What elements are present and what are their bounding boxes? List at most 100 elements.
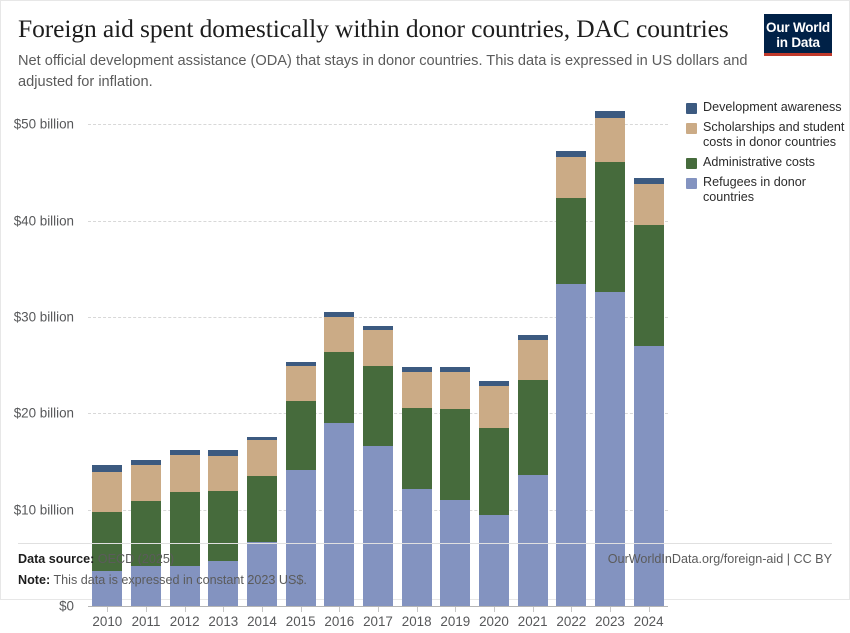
x-axis-tick-label: 2013 — [208, 614, 239, 629]
chart-legend: Development awareness Scholarships and st… — [686, 100, 846, 210]
bar-2019[interactable] — [440, 367, 471, 606]
bar-segment[interactable] — [440, 500, 471, 606]
bar-segment[interactable] — [285, 400, 316, 471]
bar-segment[interactable] — [479, 386, 509, 428]
bar-segment[interactable] — [208, 449, 239, 456]
bar-2024[interactable] — [633, 178, 664, 606]
bar-segment[interactable] — [169, 454, 200, 493]
bar-segment[interactable] — [517, 335, 548, 341]
bar-segment[interactable] — [131, 565, 161, 606]
bar-2018[interactable] — [401, 367, 432, 606]
bar-segment[interactable] — [131, 459, 161, 466]
x-axis-tick-label: 2012 — [169, 614, 200, 629]
bar-segment[interactable] — [208, 455, 239, 492]
bar-segment[interactable] — [285, 470, 316, 606]
bar-segment[interactable] — [247, 440, 277, 476]
legend-item[interactable]: Administrative costs — [686, 155, 846, 170]
x-axis-tick-label: 2021 — [517, 614, 548, 629]
x-axis-tick-label: 2024 — [633, 614, 664, 629]
legend-item[interactable]: Scholarships and student costs in donor … — [686, 120, 846, 150]
bar-segment[interactable] — [92, 511, 123, 572]
bar-segment[interactable] — [440, 408, 471, 501]
bar-2011[interactable] — [131, 459, 161, 606]
bar-segment[interactable] — [247, 542, 277, 606]
bar-segment[interactable] — [131, 465, 161, 501]
bar-segment[interactable] — [479, 515, 509, 606]
x-axis-labels: 2010 2011 2012 2013 2014 2015 2016 2017 2018 2019… — [88, 607, 668, 633]
bar-2021[interactable] — [517, 335, 548, 606]
bar-segment[interactable] — [595, 117, 625, 162]
legend-item[interactable]: Refugees in donor countries — [686, 175, 846, 205]
x-axis-tickmark — [571, 607, 573, 612]
bar-segment[interactable] — [324, 312, 355, 317]
bar-segment[interactable] — [556, 157, 587, 198]
x-axis-tickmark — [455, 607, 457, 612]
bar-segment[interactable] — [247, 475, 277, 543]
bar-segment[interactable] — [633, 345, 664, 606]
bar-segment[interactable] — [595, 161, 625, 292]
x-axis-tickmark — [146, 607, 147, 612]
bar-segment[interactable] — [285, 366, 316, 401]
bar-segment[interactable] — [169, 492, 200, 566]
bar-segment[interactable] — [556, 151, 587, 158]
bar-series — [88, 105, 668, 606]
x-axis-tick-label: 2022 — [556, 614, 587, 629]
bar-segment[interactable] — [633, 178, 664, 185]
bar-segment[interactable] — [169, 565, 200, 606]
bar-segment[interactable] — [595, 291, 625, 606]
bar-segment[interactable] — [247, 437, 277, 441]
bar-segment[interactable] — [401, 489, 432, 606]
bar-2012[interactable] — [169, 449, 200, 606]
x-axis-tick-label: 2010 — [92, 614, 123, 629]
bar-2013[interactable] — [208, 449, 239, 606]
bar-segment[interactable] — [479, 380, 509, 387]
bar-segment[interactable] — [556, 197, 587, 285]
bar-segment[interactable] — [401, 407, 432, 490]
bar-segment[interactable] — [595, 110, 625, 118]
bar-segment[interactable] — [479, 427, 509, 516]
bar-segment[interactable] — [401, 367, 432, 372]
x-axis-tick-label: 2020 — [479, 614, 509, 629]
owid-logo[interactable]: Our World in Data — [764, 14, 832, 56]
bar-segment[interactable] — [92, 465, 123, 473]
bar-segment[interactable] — [324, 316, 355, 352]
bar-segment[interactable] — [363, 325, 393, 331]
bar-segment[interactable] — [363, 446, 393, 606]
chart-note-label: Note: — [18, 573, 51, 587]
bar-segment[interactable] — [208, 560, 239, 606]
bar-segment[interactable] — [440, 371, 471, 409]
bar-segment[interactable] — [517, 474, 548, 606]
bar-segment[interactable] — [363, 330, 393, 367]
bar-segment[interactable] — [92, 472, 123, 512]
attribution-link[interactable]: OurWorldInData.org/foreign-aid | CC BY — [607, 552, 832, 566]
bar-segment[interactable] — [324, 351, 355, 423]
bar-2017[interactable] — [363, 325, 393, 606]
y-axis-tick-label: $0 — [59, 598, 74, 614]
bar-segment[interactable] — [169, 449, 200, 455]
bar-segment[interactable] — [208, 491, 239, 561]
x-axis-tickmark — [648, 607, 650, 612]
bar-segment[interactable] — [633, 225, 664, 346]
legend-item[interactable]: Development awareness — [686, 100, 846, 115]
bar-segment[interactable] — [440, 367, 471, 372]
bar-2015[interactable] — [285, 362, 316, 606]
bar-segment[interactable] — [401, 371, 432, 408]
owid-logo-underline — [764, 53, 832, 56]
bar-segment[interactable] — [633, 184, 664, 226]
bar-segment[interactable] — [131, 501, 161, 566]
bar-segment[interactable] — [556, 284, 587, 606]
x-axis-tick-label: 2014 — [247, 614, 277, 629]
bar-2023[interactable] — [595, 110, 625, 606]
bar-2022[interactable] — [556, 151, 587, 606]
bar-2014[interactable] — [247, 437, 277, 606]
bar-segment[interactable] — [363, 366, 393, 447]
bar-segment[interactable] — [517, 340, 548, 380]
bar-segment[interactable] — [324, 422, 355, 606]
bar-2016[interactable] — [324, 312, 355, 606]
bar-segment[interactable] — [517, 379, 548, 475]
chart-header: Foreign aid spent domestically within do… — [18, 10, 832, 93]
bar-2020[interactable] — [479, 380, 509, 606]
bar-2010[interactable] — [92, 465, 123, 606]
bar-segment[interactable] — [285, 362, 316, 367]
gridline — [88, 124, 668, 126]
